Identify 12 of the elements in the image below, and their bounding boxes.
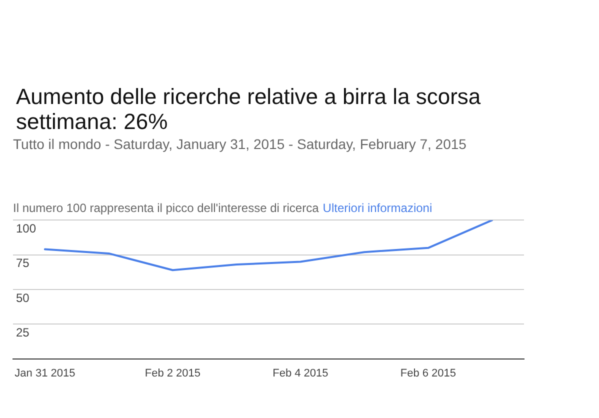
x-tick-label: Feb 2 2015 [144,367,201,380]
chart-title: Aumento delle ricerche relative a birra la scorsa settimana: 26% [16,84,482,134]
x-tick-label: Jan 31 2015 [14,367,76,380]
y-tick-label: 25 [16,325,30,340]
y-tick-label: 100 [16,222,36,236]
y-tick-label: 75 [16,256,30,270]
chart-subtitle: Tutto il mondo - Saturday, January 31, 2015 - Saturday, February 7, 2015 [13,136,466,152]
y-tick-label: 50 [16,290,30,305]
text: Ulteriori informazioni [322,201,432,215]
text: Il numero 100 rappresenta il picco dell'interesse di ricerca [13,201,319,215]
x-tick-label: Feb 4 2015 [272,367,328,380]
x-tick-label: Feb 6 2015 [400,367,456,380]
